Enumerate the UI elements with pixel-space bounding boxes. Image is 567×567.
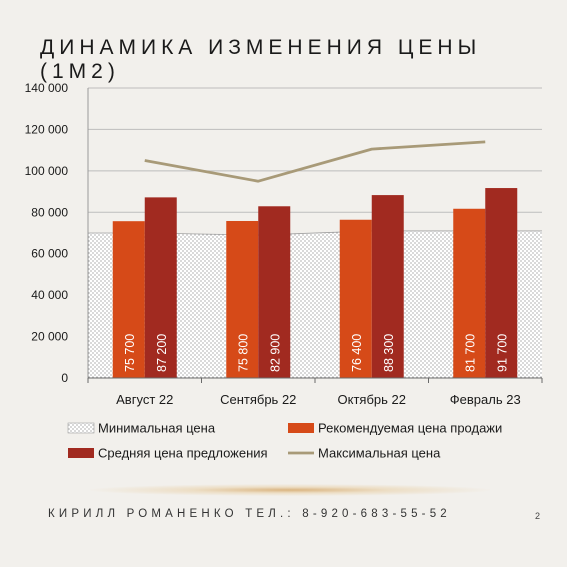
y-tick-label: 100 000 (25, 164, 69, 178)
legend-swatch-min (67, 422, 95, 434)
bar-recommended (112, 221, 145, 378)
legend-label: Средняя цена предложения (98, 446, 268, 461)
legend-swatch (288, 423, 314, 433)
bar-average (144, 197, 177, 378)
bar-recommended (226, 220, 259, 378)
bar-value-label: 88 300 (382, 334, 396, 372)
y-tick-label: 0 (61, 371, 68, 385)
bar-average (485, 188, 518, 378)
max-price-line (144, 140, 486, 183)
page-title: ДИНАМИКА ИЗМЕНЕНИЯ ЦЕНЫ (1М2) (40, 36, 482, 83)
x-tick-label: Октябрь 22 (338, 392, 406, 407)
y-tick-label: 60 000 (31, 247, 68, 261)
bar-average (371, 195, 404, 378)
bars (112, 188, 518, 378)
y-tick-label: 140 000 (25, 81, 69, 95)
y-tick-label: 80 000 (31, 205, 68, 219)
bar-value-label: 75 800 (236, 334, 250, 372)
x-tick-label: Август 22 (116, 392, 173, 407)
legend-swatch (68, 448, 94, 458)
legend: Минимальная цена Рекомендуемая цена прода… (67, 421, 502, 461)
max-price-polyline (144, 140, 486, 183)
y-tick-label: 20 000 (31, 330, 68, 344)
bar-value-label: 81 700 (463, 334, 477, 372)
legend-label: Минимальная цена (98, 421, 216, 436)
y-tick-label: 40 000 (31, 288, 68, 302)
legend-label: Рекомендуемая цена продажи (318, 421, 502, 436)
axes: 0 20 000 40 000 60 000 80 000 100 000 120 000 1… (25, 81, 543, 407)
bar-value-label: 76 400 (350, 334, 364, 372)
decorative-glow (90, 484, 490, 496)
footer-contact: КИРИЛЛ РОМАНЕНКО ТЕЛ.: 8-920-683-55-52 (48, 508, 451, 520)
page-number: 2 (535, 511, 541, 521)
bar-value-label: 87 200 (155, 334, 169, 372)
y-tick-label: 120 000 (25, 122, 69, 136)
x-tick-label: Февраль 23 (450, 392, 521, 407)
legend-label: Максимальная цена (318, 446, 441, 461)
bar-value-label: 75 700 (123, 334, 137, 372)
data-labels: 75 700 75 800 76 400 81 700 87 200 82 900 88 3… (123, 334, 510, 372)
bar-recommended (339, 219, 372, 378)
bar-recommended (453, 208, 486, 378)
x-tick-label: Сентябрь 22 (220, 392, 296, 407)
bar-value-label: 91 700 (495, 334, 509, 372)
bar-value-label: 82 900 (268, 334, 282, 372)
min-price-area-shape (88, 230, 542, 378)
bar-average (258, 206, 291, 378)
